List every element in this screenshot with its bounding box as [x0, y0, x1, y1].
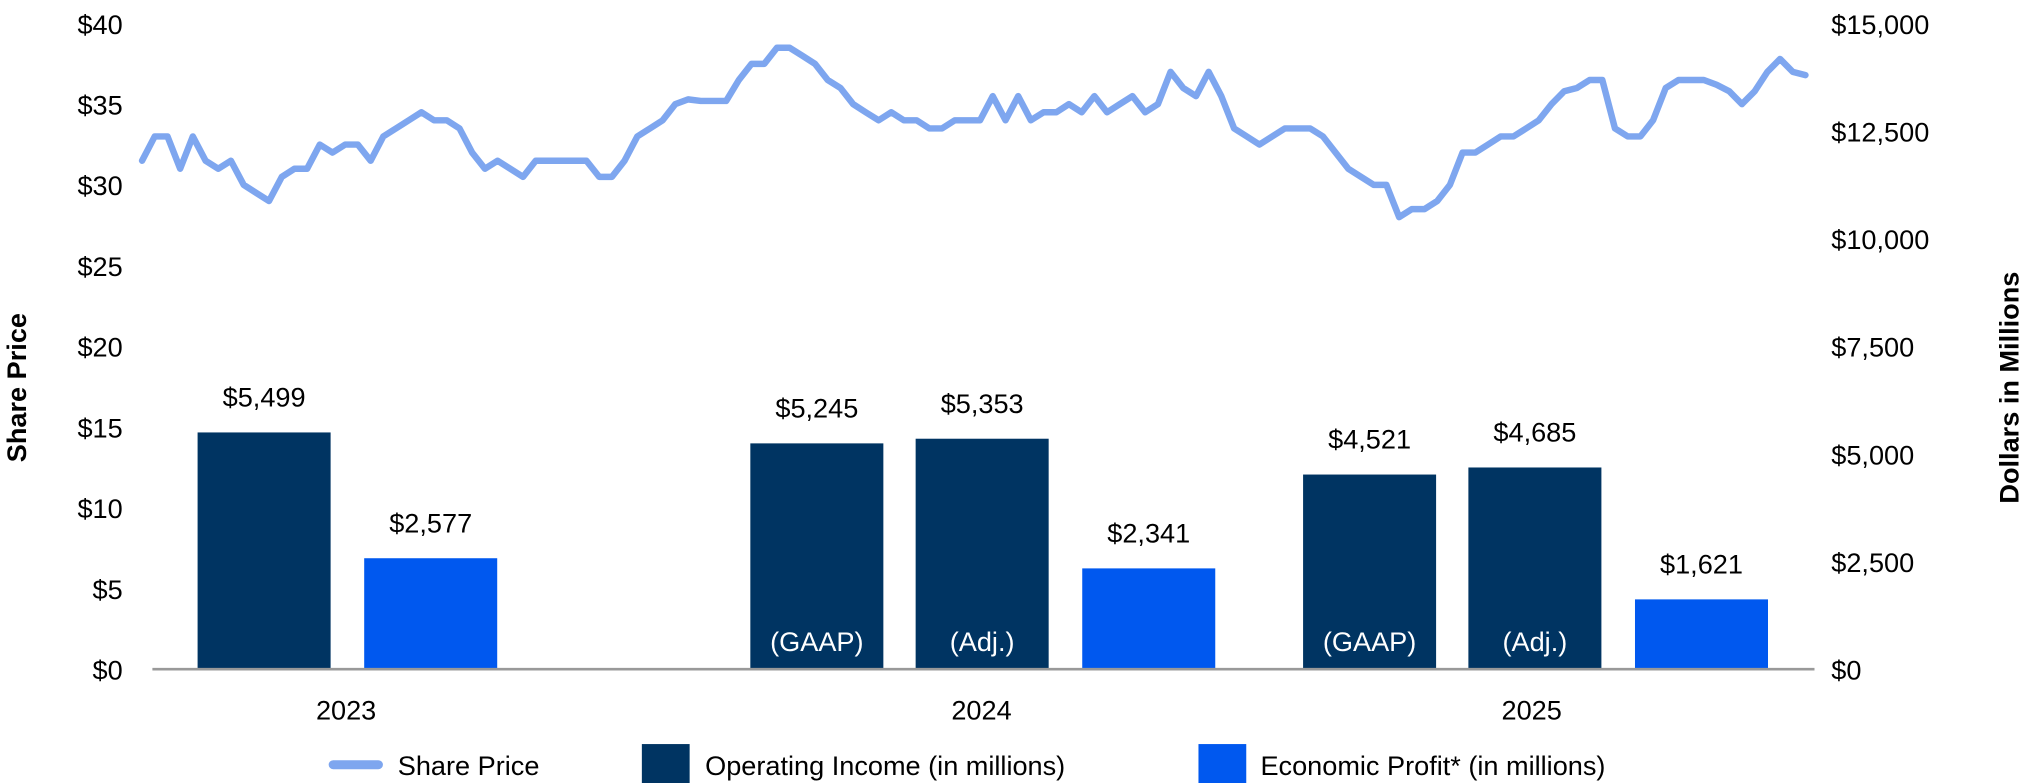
bar [364, 558, 498, 670]
bar-sublabel: (Adj.) [1503, 626, 1568, 657]
left-tick-label: $5 [93, 574, 123, 605]
right-axis-ticks: $0 $2,500 $5,000 $7,500 $10,000 $12,500 $15,00… [1831, 9, 1929, 686]
right-tick-label: $0 [1831, 654, 1861, 685]
left-tick-label: $30 [77, 170, 122, 201]
legend-share-price-label: Share Price [398, 750, 540, 781]
right-tick-label: $2,500 [1831, 547, 1914, 578]
bar-value-label: $5,499 [223, 382, 306, 413]
bar [1303, 474, 1437, 670]
bar [915, 438, 1049, 670]
left-tick-label: $25 [77, 251, 122, 282]
bar [750, 443, 884, 670]
right-axis-title: Dollars in Millions [1994, 272, 2025, 504]
left-tick-label: $40 [77, 9, 122, 40]
bar [1468, 467, 1602, 670]
left-tick-label: $35 [77, 89, 122, 120]
bar-value-label: $2,577 [389, 507, 472, 538]
bar-sublabel: (GAAP) [770, 626, 863, 657]
category-label: 2025 [1502, 695, 1562, 726]
right-tick-label: $7,500 [1831, 332, 1914, 363]
bar [1082, 568, 1216, 670]
bar [197, 432, 331, 670]
legend-operating-income-label: Operating Income (in millions) [705, 750, 1065, 781]
left-tick-label: $0 [93, 654, 123, 685]
left-tick-label: $10 [77, 493, 122, 524]
share-price-line [138, 44, 1809, 221]
right-tick-label: $12,500 [1831, 116, 1929, 147]
category-label: 2024 [951, 695, 1011, 726]
left-tick-label: $20 [77, 332, 122, 363]
right-tick-label: $5,000 [1831, 439, 1914, 470]
left-axis-ticks: $0 $5 $10 $15 $20 $25 $30 $35 $40 [77, 9, 122, 686]
bar-value-label: $5,353 [941, 388, 1024, 419]
bar-value-label: $1,621 [1660, 549, 1743, 580]
legend-operating-income-swatch [641, 744, 690, 783]
bar-sublabel: (GAAP) [1323, 626, 1416, 657]
category-label: 2023 [316, 695, 376, 726]
bar-value-label: $2,341 [1107, 518, 1190, 549]
category-labels: 2023 2024 2025 [316, 695, 1562, 726]
right-tick-label: $10,000 [1831, 224, 1929, 255]
right-tick-label: $15,000 [1831, 9, 1929, 40]
left-tick-label: $15 [77, 412, 122, 443]
bar-value-label: $5,245 [775, 393, 858, 424]
left-axis-title: Share Price [1, 313, 32, 462]
legend-economic-profit-label: Economic Profit* (in millions) [1260, 750, 1605, 781]
legend: Share Price Operating Income (in million… [328, 744, 1605, 783]
bar [1634, 599, 1769, 670]
legend-economic-profit-swatch [1198, 744, 1247, 783]
bar-value-label: $4,521 [1328, 424, 1411, 455]
bar-sublabel: (Adj.) [950, 626, 1015, 657]
bars: $5,499 $2,577 $5,245 (GAAP) $5,353 (Adj.) $2,3… [197, 382, 1769, 670]
bar-value-label: $4,685 [1493, 417, 1576, 448]
